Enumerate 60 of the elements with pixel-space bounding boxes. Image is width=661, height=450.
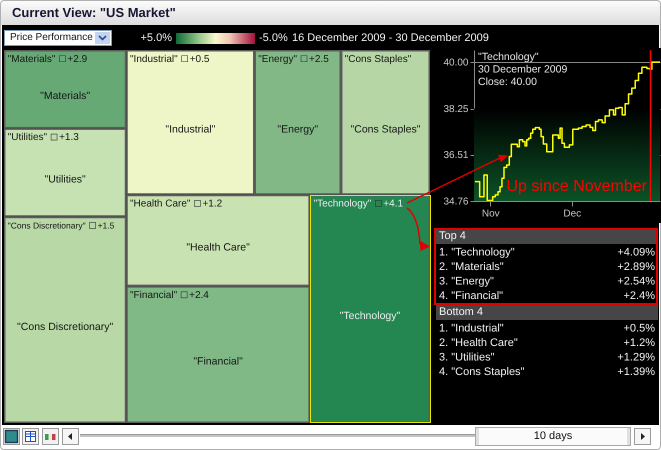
category-label: "Health Care"	[186, 241, 250, 254]
data-label: +1.3	[59, 132, 80, 144]
data-label: +2.5	[309, 54, 330, 65]
category-label: "Cons Staples"	[350, 123, 421, 136]
text: +2.89%	[617, 260, 655, 273]
annotation: 30 December 2009	[478, 64, 568, 76]
category-label: "Energy"	[277, 123, 318, 136]
data-label: +4.1	[383, 198, 404, 210]
text: 16 December 2009 - 30 December 2009	[292, 32, 489, 45]
category-label: "Financial"	[130, 290, 178, 301]
text: Bottom 4	[439, 306, 484, 318]
category-label: 2. "Materials"	[439, 260, 504, 273]
text: +4.09%	[617, 246, 655, 258]
data-label: +1.2	[202, 198, 223, 210]
text: +2.4%	[624, 290, 655, 302]
y-tick-label: 38.25	[443, 104, 469, 116]
dropdown: Price Performance	[4, 30, 112, 46]
category-label: "Cons Staples"	[344, 54, 412, 65]
category-label: "Cons Discretionary"	[17, 320, 114, 333]
category-label: "Materials"	[40, 90, 90, 102]
text: Top 4	[439, 230, 466, 242]
text: +0.5%	[624, 322, 655, 334]
category-label: "Utilities"	[8, 132, 48, 144]
category-label: "Industrial"	[165, 123, 216, 136]
category-label: "Technology"	[340, 310, 400, 322]
text: +2.54%	[617, 275, 655, 288]
category-label: "Financial"	[193, 356, 244, 368]
category-label: 3. "Utilities"	[439, 351, 495, 364]
slider-thumb: 10 days	[475, 427, 631, 446]
data-label: +0.5	[190, 54, 210, 65]
text: -5.0%	[259, 32, 288, 45]
text: +1.2%	[624, 336, 655, 349]
category-label: 1. "Technology"	[439, 246, 515, 258]
x-tick-label: Nov	[482, 208, 500, 220]
category-label: "Technology"	[314, 198, 372, 210]
category-label: 4. "Financial"	[439, 290, 504, 302]
text: +1.29%	[617, 351, 655, 364]
category-label: "Materials"	[8, 54, 56, 65]
category-label: 1. "Industrial"	[439, 322, 504, 334]
annotation: Close: 40.00	[478, 76, 538, 88]
category-label: "Cons Discretionary"	[8, 220, 86, 230]
category-label: 3. "Energy"	[439, 275, 494, 288]
y-tick-label: 34.76	[443, 196, 469, 208]
y-tick-label: 36.51	[443, 150, 469, 162]
data-label: +2.9	[67, 54, 88, 65]
text: "Technology"	[478, 51, 539, 63]
category-label: "Health Care"	[130, 198, 190, 210]
data-label: +1.5	[98, 220, 115, 230]
data-label: +2.4	[189, 290, 210, 301]
y-tick-label: 40.00	[443, 58, 469, 69]
category-label: 2. "Health Care"	[439, 336, 518, 349]
x-tick-label: Dec	[563, 208, 582, 220]
text: +5.0%	[140, 32, 172, 45]
text: +1.39%	[617, 366, 655, 378]
category-label: "Industrial"	[130, 54, 178, 65]
category-label: "Utilities"	[44, 174, 86, 186]
annotation: Up since November	[506, 178, 648, 195]
text: Current View: "US Market"	[12, 5, 176, 20]
category-label: "Energy"	[258, 54, 298, 65]
category-label: 4. "Cons Staples"	[439, 366, 525, 378]
